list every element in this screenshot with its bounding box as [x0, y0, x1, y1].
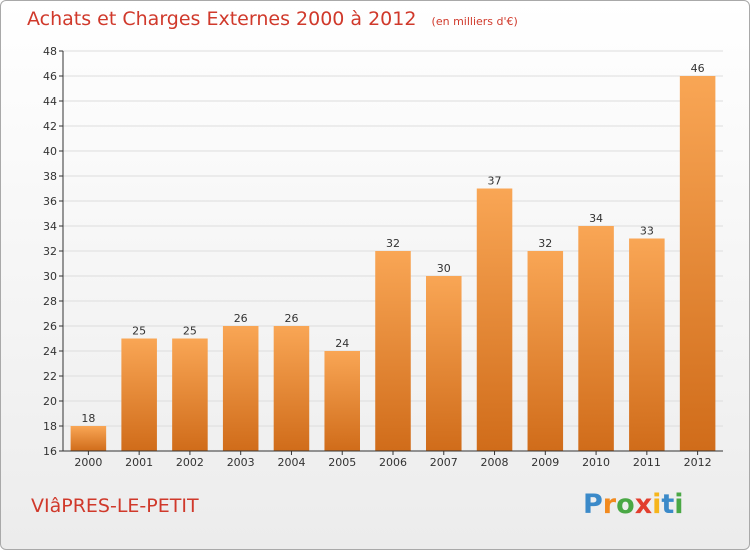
x-tick-label: 2012	[684, 456, 712, 469]
y-tick-label: 26	[43, 320, 57, 333]
y-tick-label: 30	[43, 270, 57, 283]
logo-letter: P	[583, 489, 603, 520]
y-tick-label: 44	[43, 95, 57, 108]
y-tick-label: 42	[43, 120, 57, 133]
y-tick-label: 34	[43, 220, 57, 233]
y-tick-label: 36	[43, 195, 57, 208]
y-tick-label: 16	[43, 445, 57, 458]
data-label: 30	[437, 262, 451, 275]
bar	[426, 276, 462, 451]
data-label: 26	[234, 312, 248, 325]
bar	[273, 326, 310, 451]
logo-letter: r	[602, 489, 617, 520]
chart-title: Achats et Charges Externes 2000 à 2012	[27, 8, 417, 30]
data-label: 24	[335, 337, 349, 350]
y-tick-label: 48	[43, 45, 57, 58]
logo-letter: i	[674, 489, 684, 520]
data-label: 25	[183, 325, 197, 338]
x-tick-label: 2010	[582, 456, 610, 469]
data-label: 37	[488, 175, 502, 188]
data-label: 46	[691, 62, 705, 75]
data-label: 33	[640, 225, 654, 238]
y-tick-label: 24	[43, 345, 57, 358]
bar	[476, 188, 513, 451]
logo-letter: x	[634, 489, 653, 520]
x-tick-label: 2003	[227, 456, 255, 469]
bar	[121, 338, 157, 451]
x-tick-label: 2007	[430, 456, 458, 469]
data-label: 34	[589, 212, 603, 225]
labels: 16 18 20 22 24 26 28 30 32 34 36 38 40 42 44 46 48 2000 18…	[43, 45, 712, 469]
bar	[375, 251, 411, 451]
bar	[578, 226, 614, 451]
data-label: 32	[538, 237, 552, 250]
data-label: 25	[132, 325, 146, 338]
x-tick-label: 2001	[125, 456, 153, 469]
axes	[59, 50, 723, 455]
logo-letter: o	[616, 489, 635, 520]
data-label: 18	[81, 412, 95, 425]
x-tick-label: 2006	[379, 456, 407, 469]
commune-name: VIâPRES-LE-PETIT	[31, 495, 199, 517]
bar	[324, 351, 360, 451]
logo-letter: t	[661, 489, 675, 520]
y-tick-label: 20	[43, 395, 57, 408]
x-tick-label: 2004	[277, 456, 305, 469]
x-tick-label: 2000	[74, 456, 102, 469]
data-label: 32	[386, 237, 400, 250]
bar	[222, 326, 259, 451]
x-tick-label: 2009	[531, 456, 559, 469]
title-row: Achats et Charges Externes 2000 à 2012 (…	[27, 8, 518, 30]
bar	[70, 426, 107, 451]
y-tick-label: 46	[43, 70, 57, 83]
x-tick-label: 2002	[176, 456, 204, 469]
y-tick-label: 22	[43, 370, 57, 383]
chart-unit-label: (en milliers d'€)	[431, 15, 518, 28]
bars	[70, 76, 716, 451]
y-tick-label: 40	[43, 145, 57, 158]
x-tick-label: 2011	[633, 456, 661, 469]
bar	[527, 251, 564, 451]
bar	[629, 238, 665, 451]
x-tick-label: 2008	[481, 456, 509, 469]
y-tick-label: 32	[43, 245, 57, 258]
data-label: 26	[284, 312, 298, 325]
bar	[172, 338, 208, 451]
proxiti-logo[interactable]: Proxiti	[583, 489, 684, 520]
y-tick-label: 38	[43, 170, 57, 183]
logo-letter: i	[652, 489, 662, 520]
y-tick-label: 28	[43, 295, 57, 308]
y-tick-label: 18	[43, 420, 57, 433]
x-tick-label: 2005	[328, 456, 356, 469]
bar	[679, 76, 716, 451]
